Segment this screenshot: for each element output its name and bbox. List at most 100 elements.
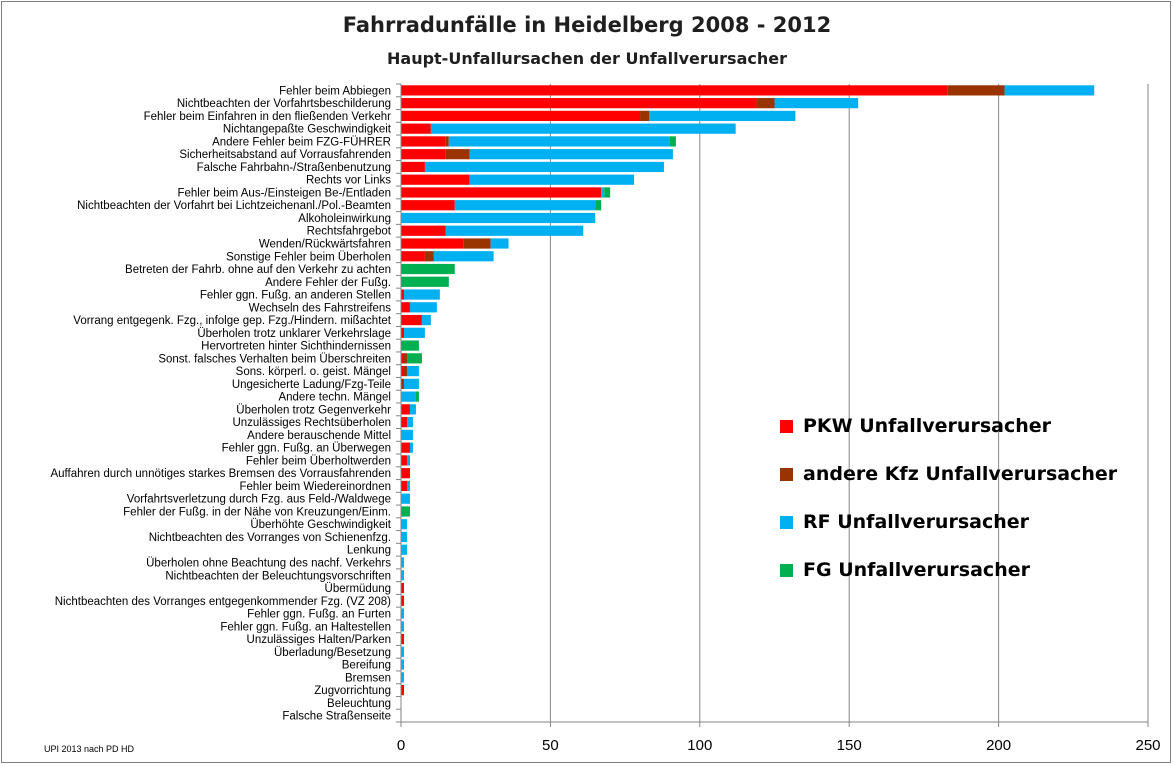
bar-segment xyxy=(401,187,602,198)
category-label: Sonst. falsches Verhalten beim Überschre… xyxy=(158,353,391,365)
category-label: Überholen trotz Gegenverkehr xyxy=(236,404,391,416)
bar-segment xyxy=(401,455,407,466)
category-label: Falsche Fahrbahn-/Straßenbenutzung xyxy=(197,162,391,174)
bar-segment xyxy=(401,582,404,594)
bar-segment xyxy=(401,302,410,313)
category-label: Sons. körperl. o. geist. Mängel xyxy=(236,366,391,378)
bar-segment xyxy=(401,659,404,670)
category-label: Rechtsfahrgebot xyxy=(307,226,392,238)
bar-segment xyxy=(401,391,416,402)
axes xyxy=(396,83,1149,727)
bar-segment xyxy=(947,85,1005,96)
category-label: Fehler beim Wiedereinordnen xyxy=(240,481,392,493)
bar-segment xyxy=(401,174,470,185)
bar-segment xyxy=(401,468,410,479)
category-label: Fehler beim Überholtwerden xyxy=(246,455,391,467)
bar-segment xyxy=(490,238,509,249)
legend-item-rf: RF Unfallverursacher xyxy=(780,498,1117,546)
bar-group xyxy=(401,85,1095,696)
bar-segment xyxy=(403,353,407,364)
bar-segment xyxy=(401,340,419,351)
bar-segment xyxy=(401,378,404,389)
bar-segment xyxy=(409,404,416,415)
bar-segment xyxy=(640,110,650,122)
bar-segment xyxy=(463,238,491,249)
category-label: Nichtangepaßte Geschwindigkeit xyxy=(223,124,392,136)
category-label: Zugvorrichtung xyxy=(314,685,391,697)
category-label: Übermüdung xyxy=(325,583,391,595)
category-label: Lenkung xyxy=(347,545,391,557)
category-label: Überhöhte Geschwindigkeit xyxy=(250,519,391,531)
legend-label-rf: RF Unfallverursacher xyxy=(803,511,1030,533)
bar-segment xyxy=(669,136,676,147)
bar-segment xyxy=(401,263,455,275)
bar-segment xyxy=(401,85,948,96)
bar-segment xyxy=(406,353,422,364)
bar-segment xyxy=(445,149,470,160)
category-label: Andere berauschende Mittel xyxy=(247,430,391,442)
category-label: Ungesicherte Ladung/Fzg-Teile xyxy=(232,379,391,391)
bar-segment xyxy=(403,289,440,300)
category-label: Fehler beim Abbiegen xyxy=(279,85,391,97)
category-label: Nichtbeachten der Vorfahrtsbeschilderung xyxy=(177,98,391,110)
bar-segment xyxy=(595,200,602,211)
legend-swatch-andere-kfz xyxy=(780,467,793,481)
bar-segment xyxy=(401,672,404,683)
bar-segment xyxy=(401,149,446,160)
x-tick-label: 200 xyxy=(986,737,1011,754)
category-label: Fehler beim Aus-/Einsteigen Be-/Entladen xyxy=(177,187,391,199)
legend-item-fg: FG Unfallverursacher xyxy=(780,546,1117,594)
bar-segment xyxy=(403,327,425,338)
category-label: Alkoholeinwirkung xyxy=(298,213,391,225)
bar-segment xyxy=(401,608,404,619)
category-label: Fehler beim Einfahren in den fließenden … xyxy=(144,111,392,123)
bar-segment xyxy=(430,123,736,134)
bar-segment xyxy=(401,519,407,530)
legend-label-andere-kfz: andere Kfz Unfallverursacher xyxy=(803,463,1118,485)
chart-title: Fahrradunfälle in Heidelberg 2008 - 2012 xyxy=(342,13,832,37)
bar-segment xyxy=(401,621,404,632)
bar-segment xyxy=(401,136,446,147)
category-label: Nichtbeachten des Vorranges von Schienen… xyxy=(149,532,391,544)
category-label: Wechseln des Fahrstreifens xyxy=(249,302,392,314)
bar-segment xyxy=(401,531,407,543)
category-label: Fehler ggn. Fußg. an Überwegen xyxy=(222,443,391,455)
category-label: Nichtbeachten des Vorranges entgegenkomm… xyxy=(55,596,391,608)
legend-swatch-rf xyxy=(780,515,793,529)
bar-segment xyxy=(401,289,404,300)
bar-segment xyxy=(424,161,664,173)
category-label: Fehler der Fußg. in der Nähe von Kreuzun… xyxy=(123,506,391,518)
bar-segment xyxy=(774,98,859,109)
bar-segment xyxy=(401,251,425,262)
category-label: Fehler ggn. Fußg. an anderen Stellen xyxy=(200,290,391,302)
x-tick-label: 100 xyxy=(687,737,712,754)
bar-segment xyxy=(403,378,419,389)
bar-segment xyxy=(756,98,775,109)
category-label: Überholen ohne Beachtung des nachf. Verk… xyxy=(146,558,391,570)
bar-segment xyxy=(406,365,419,377)
category-label: Wenden/Rückwärtsfahren xyxy=(259,239,391,251)
bar-segment xyxy=(401,110,641,122)
bar-segment xyxy=(433,251,494,262)
category-label: Andere Fehler beim FZG-FÜHRER xyxy=(212,136,391,148)
bar-segment xyxy=(421,314,431,326)
category-label: Fehler ggn. Fußg. an Furten xyxy=(247,609,391,621)
legend: PKW Unfallverursacher andere Kfz Unfallv… xyxy=(780,402,1117,594)
bar-segment xyxy=(401,161,425,173)
category-label: Sonstige Fehler beim Überholen xyxy=(226,251,391,263)
category-label: Vorrang entgegenk. Fzg., infolge gep. Fz… xyxy=(73,315,392,327)
bar-segment xyxy=(454,200,596,211)
category-label: Sicherheitsabstand auf Vorrausfahrenden xyxy=(179,149,391,161)
bar-segment xyxy=(401,98,757,109)
bar-segment xyxy=(401,557,404,568)
bar-segment xyxy=(601,187,605,198)
category-label: Betreten der Fahrb. ohne auf den Verkehr… xyxy=(125,264,391,276)
bar-segment xyxy=(401,480,407,492)
bar-segment xyxy=(401,353,404,364)
bar-segment xyxy=(649,110,796,122)
bar-segment xyxy=(415,391,419,402)
legend-label-pkw: PKW Unfallverursacher xyxy=(803,415,1052,437)
